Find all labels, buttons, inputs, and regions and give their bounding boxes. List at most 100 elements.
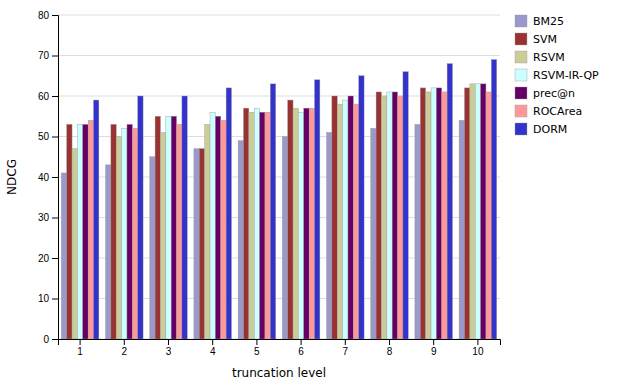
bar (94, 100, 99, 339)
legend-item: DORM (515, 123, 567, 136)
legend-item: SVM (515, 33, 557, 46)
bar (265, 112, 270, 339)
bar-series (67, 88, 470, 339)
tick-label: 70 (38, 50, 50, 61)
bar (415, 124, 420, 339)
bar (392, 92, 397, 339)
bar (442, 92, 447, 339)
bar (226, 88, 231, 339)
bar (387, 92, 392, 339)
bar (431, 88, 436, 339)
legend-label: ROCArea (533, 105, 582, 118)
legend-item: prec@n (515, 87, 575, 100)
legend-label: DORM (533, 123, 567, 136)
tick: 10 (38, 293, 58, 304)
tick-label: 60 (38, 91, 50, 102)
tick-mark (477, 339, 478, 345)
x-axis: 12345678910 (59, 339, 501, 357)
tick: 1 (77, 339, 83, 357)
bar (426, 92, 431, 339)
tick: 7 (343, 339, 349, 357)
bar (398, 96, 403, 339)
tick-label: 6 (298, 346, 304, 357)
tick-label: 10 (38, 293, 50, 304)
tick-mark (52, 299, 58, 300)
bar (166, 116, 171, 339)
bar (293, 108, 298, 339)
bar (182, 96, 187, 339)
tick: 6 (298, 339, 304, 357)
bar (67, 124, 72, 339)
tick: 70 (38, 50, 58, 61)
grid-line (58, 55, 500, 56)
tick-mark (389, 339, 390, 345)
tick-label: 40 (38, 172, 50, 183)
bar-series (83, 84, 486, 339)
tick-mark (168, 339, 169, 345)
bar (304, 108, 309, 339)
grid (58, 15, 500, 339)
bar (83, 124, 88, 339)
legend-item: ROCArea (515, 105, 582, 118)
bar (150, 157, 155, 339)
bar (132, 128, 137, 339)
bars (61, 60, 496, 339)
bar (116, 137, 121, 340)
bar (282, 137, 287, 340)
tick-label: 3 (166, 346, 172, 357)
bar (381, 96, 386, 339)
bar (491, 60, 496, 339)
tick: 50 (38, 131, 58, 142)
bar (215, 116, 220, 339)
tick: 3 (166, 339, 172, 357)
bar (343, 100, 348, 339)
bar (61, 173, 66, 339)
bar (72, 149, 77, 339)
bar-series (88, 92, 491, 339)
tick-label: 1 (77, 346, 83, 357)
bar (155, 116, 160, 339)
bar (260, 112, 265, 339)
chart: 0102030405060708012345678910truncation l… (0, 0, 640, 387)
tick: 9 (431, 339, 437, 357)
tick-mark (52, 137, 58, 138)
bar (298, 112, 303, 339)
bar (127, 124, 132, 339)
legend-swatch (515, 105, 527, 117)
bar (249, 112, 254, 339)
legend-label: RSVM (533, 51, 565, 64)
tick-label: 4 (210, 346, 216, 357)
tick: 5 (254, 339, 260, 357)
tick: 0 (43, 334, 58, 345)
bar (359, 76, 364, 339)
bar (315, 80, 320, 339)
bar (138, 96, 143, 339)
bar (327, 132, 332, 339)
tick-mark (52, 258, 58, 259)
bar (447, 64, 452, 339)
tick: 20 (38, 253, 58, 264)
legend-swatch (515, 33, 527, 45)
y-axis: 01020304050607080 (38, 10, 59, 345)
bar (464, 88, 469, 339)
bar (210, 112, 215, 339)
bar (288, 100, 293, 339)
legend-item: BM25 (515, 15, 564, 28)
bar (111, 124, 116, 339)
bar (88, 120, 93, 339)
bar (459, 120, 464, 339)
tick: 30 (38, 212, 58, 223)
legend-swatch (515, 123, 527, 135)
bar (199, 149, 204, 339)
bar-series (94, 60, 497, 339)
bar (106, 165, 111, 339)
tick-label: 7 (343, 346, 349, 357)
tick: 4 (210, 339, 216, 357)
bar (353, 104, 358, 339)
legend-swatch (515, 87, 527, 99)
tick: 2 (122, 339, 128, 357)
tick-label: 9 (431, 346, 437, 357)
grid-line (58, 15, 500, 16)
bar (254, 108, 259, 339)
bar (309, 108, 314, 339)
